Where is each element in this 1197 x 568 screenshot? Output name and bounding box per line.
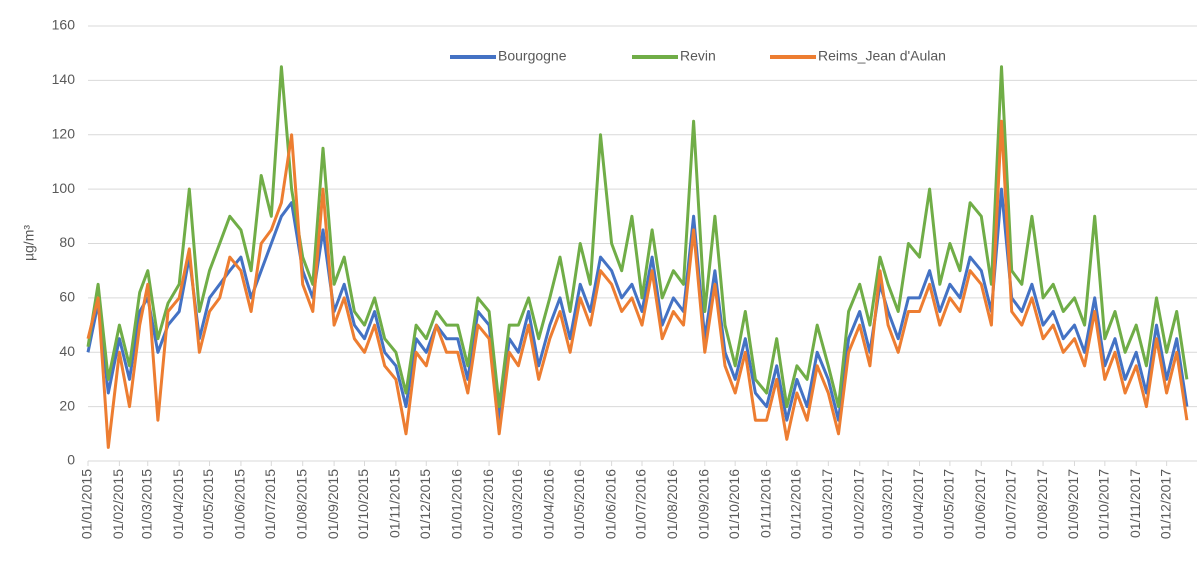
series-line [86, 187, 1189, 422]
x-tick-label: 01/06/2016 [602, 469, 618, 539]
x-tick-label: 01/08/2017 [1034, 469, 1050, 539]
x-tick-label: 01/08/2016 [664, 469, 680, 539]
x-tick-label: 01/09/2017 [1065, 469, 1081, 539]
x-tick-label: 01/10/2017 [1096, 469, 1112, 539]
x-tick-label: 01/02/2016 [480, 469, 496, 539]
x-tick-label: 01/02/2017 [850, 469, 866, 539]
x-tick-label: 01/08/2015 [293, 469, 309, 539]
x-tick-label: 01/09/2016 [695, 469, 711, 539]
x-tick-label: 01/03/2015 [138, 469, 154, 539]
y-axis-label: µg/m³ [21, 225, 37, 261]
x-tick-label: 01/10/2015 [355, 469, 371, 539]
series-line [86, 119, 1189, 449]
y-tick-label: 20 [59, 397, 75, 413]
x-tick-label: 01/06/2017 [972, 469, 988, 539]
x-tick-label: 01/07/2017 [1002, 469, 1018, 539]
x-tick-label: 01/12/2017 [1157, 469, 1173, 539]
x-tick-label: 01/03/2016 [509, 469, 525, 539]
x-tick-label: 01/07/2015 [262, 469, 278, 539]
legend-label: Revin [680, 48, 716, 64]
x-tick-label: 01/04/2017 [910, 469, 926, 539]
x-tick-label: 01/12/2015 [417, 469, 433, 539]
x-tick-label: 01/11/2017 [1127, 469, 1143, 538]
legend-label: Reims_Jean d'Aulan [818, 48, 946, 64]
y-tick-label: 160 [52, 17, 76, 33]
x-tick-label: 01/10/2016 [726, 469, 742, 539]
series-line [86, 65, 1189, 409]
x-tick-label: 01/06/2015 [232, 469, 248, 539]
x-tick-label: 01/05/2016 [571, 469, 587, 539]
x-tick-label: 01/03/2017 [879, 469, 895, 539]
x-tick-label: 01/07/2016 [633, 469, 649, 539]
x-tick-label: 01/02/2015 [110, 469, 126, 539]
x-tick-label: 01/05/2017 [941, 469, 957, 539]
x-tick-label: 01/12/2016 [788, 469, 804, 539]
x-tick-label: 01/01/2016 [448, 469, 464, 539]
y-tick-label: 0 [67, 452, 75, 468]
x-tick-label: 01/09/2015 [325, 469, 341, 539]
x-tick-label: 01/11/2015 [387, 469, 403, 538]
y-tick-label: 80 [59, 234, 75, 250]
legend-label: Bourgogne [498, 48, 567, 64]
y-tick-label: 140 [52, 71, 76, 87]
x-tick-label: 01/05/2015 [200, 469, 216, 539]
x-tick-label: 01/04/2016 [541, 469, 557, 539]
y-tick-label: 100 [52, 180, 76, 196]
x-tick-label: 01/04/2015 [170, 469, 186, 539]
y-tick-label: 40 [59, 343, 75, 359]
x-tick-label: 01/01/2015 [79, 469, 95, 539]
y-tick-label: 60 [59, 289, 75, 305]
x-tick-label: 01/01/2017 [819, 469, 835, 539]
y-tick-label: 120 [52, 125, 76, 141]
x-tick-label: 01/11/2016 [757, 469, 773, 538]
